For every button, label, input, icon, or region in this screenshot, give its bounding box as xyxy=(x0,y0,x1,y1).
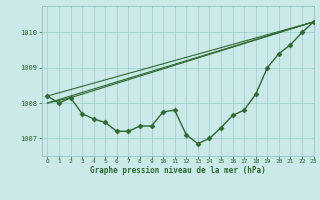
X-axis label: Graphe pression niveau de la mer (hPa): Graphe pression niveau de la mer (hPa) xyxy=(90,166,266,175)
